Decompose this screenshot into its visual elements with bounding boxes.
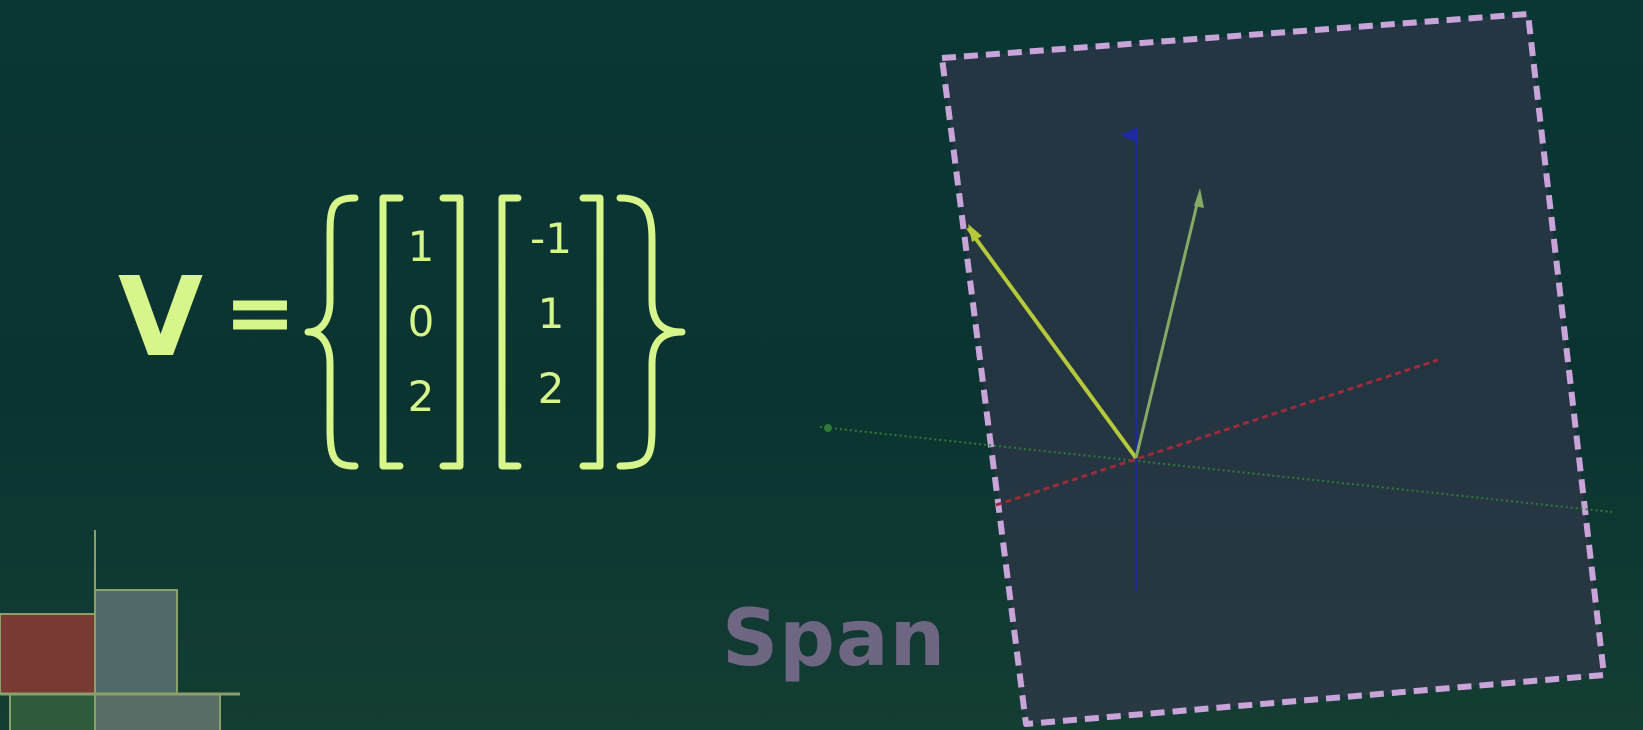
equals-sign: =: [224, 263, 297, 363]
span-vector-b: [1134, 195, 1201, 459]
vector-a-left-bracket-icon: [379, 194, 404, 470]
vector-b-entry-3: 2: [537, 364, 565, 413]
left-brace-icon: [304, 194, 359, 470]
span-vector-a: [966, 226, 1138, 460]
block-green-lower: [9, 693, 96, 730]
block-gray-lower: [94, 693, 221, 730]
span-plane-diagram: [819, 11, 1613, 727]
span-caption: Span: [722, 594, 947, 684]
block-red: [0, 613, 96, 695]
vector-b-left-bracket-icon: [498, 194, 522, 470]
vector-b-right-bracket-icon: [579, 194, 604, 470]
block-gray-upper: [94, 589, 178, 695]
set-variable-label: V: [118, 253, 204, 381]
vector-a-entry-1: 1: [407, 222, 435, 271]
stacked-blocks: [0, 530, 240, 730]
vector-a-entry-3: 2: [407, 372, 435, 421]
vector-a-right-bracket-icon: [439, 194, 464, 470]
right-brace-icon: [616, 194, 686, 470]
plane-fill: [942, 14, 1604, 724]
plane-border: [939, 11, 1607, 727]
vector-b-entry-2: 1: [537, 289, 565, 338]
vector-b-entry-1: -1: [530, 214, 572, 263]
axis-x-red: [995, 358, 1439, 507]
vector-a-entry-2: 0: [407, 297, 435, 346]
